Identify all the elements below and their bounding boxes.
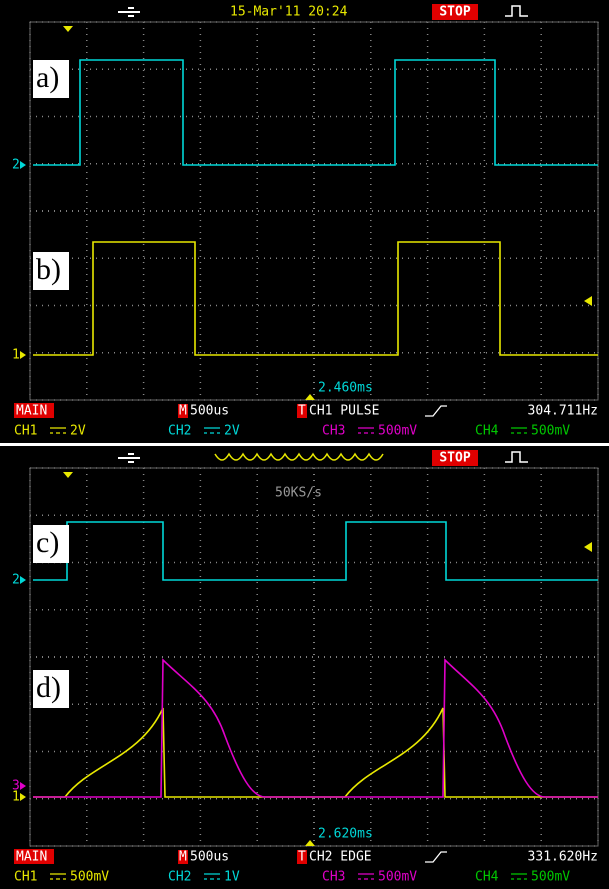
slope-icon (425, 851, 447, 863)
channel-name: CH3 (322, 424, 345, 439)
scope-screen: STOP 50KS/s 2 31 c) d) 2.620ms MAIN M 500us T CH2 E… (0, 446, 609, 889)
label-box (33, 60, 69, 98)
channel-name: CH1 (14, 870, 37, 885)
status-badge (432, 450, 478, 466)
channel-scale: 500mV (378, 870, 417, 885)
cursor-marker (305, 840, 315, 846)
channel-marker-arrow (20, 793, 26, 801)
cursor-readout: 2.460ms (318, 381, 373, 396)
status-badge (432, 4, 478, 20)
t-badge (297, 404, 307, 418)
trigger-level-marker (584, 542, 592, 552)
dc-coupling-icon (511, 873, 527, 880)
trigger: CH2 EDGE (309, 850, 372, 865)
m-badge (178, 404, 188, 418)
dc-coupling-icon (50, 873, 66, 880)
channel-marker: 1 (12, 348, 20, 363)
channel-scale: 1V (224, 870, 240, 885)
slope-icon (425, 405, 447, 417)
label-box (33, 525, 69, 563)
channel-scale: 500mV (531, 870, 570, 885)
trigger-level-marker (584, 296, 592, 306)
waveform (33, 658, 598, 798)
dc-coupling-icon (358, 427, 374, 434)
cursor-readout: 2.620ms (318, 827, 373, 842)
sample-rate: 50KS/s (275, 486, 322, 501)
trigger: CH1 PULSE (309, 404, 379, 419)
channel-marker-arrow (20, 576, 26, 584)
dc-coupling-icon (358, 873, 374, 880)
frequency: 304.711Hz (528, 404, 598, 419)
screen-background (0, 0, 609, 443)
channel-marker-arrow (20, 351, 26, 359)
waveform (33, 707, 598, 798)
channel-name: CH4 (475, 870, 499, 885)
channel-scale: 2V (224, 424, 240, 439)
channel-marker: 2 (12, 158, 20, 173)
acquire-wave-icon (214, 452, 384, 461)
label-box (33, 252, 69, 290)
channel-name: CH2 (168, 870, 191, 885)
t-badge (297, 850, 307, 864)
run-status: STOP (439, 5, 470, 20)
label-box (33, 670, 69, 708)
m-prefix: M (179, 404, 187, 419)
run-status: STOP (439, 451, 470, 466)
panel-label: a) (36, 61, 59, 94)
channel-marker: 3 (12, 779, 20, 794)
panel-label: c) (36, 526, 59, 559)
channel-scale: 500mV (70, 870, 109, 885)
waveform (33, 59, 598, 166)
trigger-pos-marker (63, 472, 73, 478)
datetime: 15-Mar'11 20:24 (230, 5, 348, 20)
usb-icon (118, 453, 140, 463)
t-prefix: T (298, 850, 306, 865)
panel-label: d) (36, 671, 61, 704)
dc-coupling-icon (204, 873, 220, 880)
cursor-marker (305, 394, 315, 400)
channel-marker-arrow (20, 782, 26, 790)
dc-coupling-icon (204, 427, 220, 434)
channel-marker-arrow (20, 161, 26, 169)
timebase: 500us (190, 404, 229, 419)
channel-name: CH2 (168, 424, 191, 439)
t-prefix: T (298, 404, 306, 419)
screen-background (0, 446, 609, 889)
channel-name: CH1 (14, 424, 37, 439)
channel-marker: 2 (12, 573, 20, 588)
channel-scale: 500mV (378, 424, 417, 439)
channel-scale: 2V (70, 424, 86, 439)
trigger-pos-marker (63, 26, 73, 32)
waveform (33, 241, 598, 356)
mode: MAIN (16, 850, 47, 865)
channel-name: CH3 (322, 870, 345, 885)
timebase: 500us (190, 850, 229, 865)
dc-coupling-icon (511, 427, 527, 434)
m-badge (178, 850, 188, 864)
channel-marker: 1 (12, 790, 20, 805)
mode-badge (14, 403, 54, 418)
trigger-mode-icon (505, 451, 528, 463)
m-prefix: M (179, 850, 187, 865)
channel-scale: 500mV (531, 424, 570, 439)
dc-coupling-icon (50, 427, 66, 434)
mode-badge (14, 849, 54, 864)
panel-label: b) (36, 253, 61, 286)
usb-icon (118, 7, 140, 17)
channel-name: CH4 (475, 424, 499, 439)
frequency: 331.620Hz (528, 850, 598, 865)
mode: MAIN (16, 404, 47, 419)
trigger-mode-icon (505, 5, 528, 17)
